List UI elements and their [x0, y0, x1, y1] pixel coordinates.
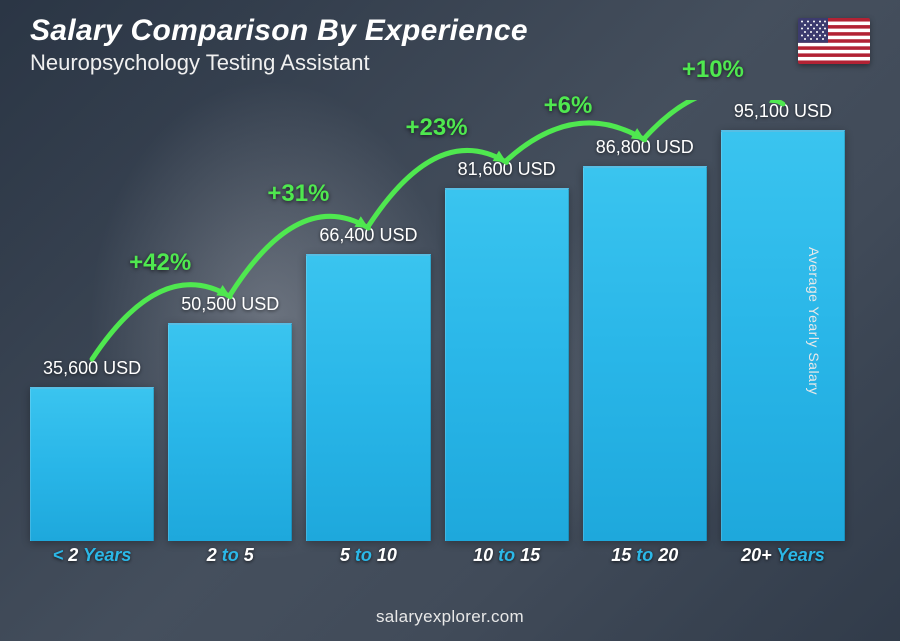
- growth-delta-label: +10%: [682, 56, 744, 84]
- flag-icon: [798, 18, 870, 64]
- growth-arrow-icon: [30, 100, 845, 541]
- growth-delta-label: +23%: [406, 114, 468, 142]
- title-block: Salary Comparison By Experience Neuropsy…: [30, 14, 528, 76]
- growth-delta-label: +31%: [267, 180, 329, 208]
- chart-area: 35,600 USD50,500 USD66,400 USD81,600 USD…: [30, 100, 845, 571]
- growth-delta-label: +6%: [544, 92, 593, 120]
- x-axis-label: 5 to 10: [306, 545, 430, 571]
- chart-subtitle: Neuropsychology Testing Assistant: [30, 50, 528, 76]
- x-axis-label: 2 to 5: [168, 545, 292, 571]
- growth-arrow-icon: [30, 100, 845, 541]
- header: Salary Comparison By Experience Neuropsy…: [30, 14, 870, 76]
- chart-title: Salary Comparison By Experience: [30, 14, 528, 48]
- x-axis-label: < 2 Years: [30, 545, 154, 571]
- growth-delta-label: +42%: [129, 249, 191, 277]
- x-axis-label: 10 to 15: [445, 545, 569, 571]
- growth-arrow-icon: [30, 100, 845, 541]
- y-axis-label: Average Yearly Salary: [806, 247, 822, 395]
- footer-site: salaryexplorer.com: [0, 607, 900, 627]
- x-axis-labels: < 2 Years 2 to 5 5 to 10 10 to 15 15 to 20 20…: [30, 545, 845, 571]
- growth-arrow-icon: [30, 100, 845, 541]
- x-axis-label: 20+ Years: [721, 545, 845, 571]
- growth-arrow-icon: [30, 100, 845, 541]
- x-axis-label: 15 to 20: [583, 545, 707, 571]
